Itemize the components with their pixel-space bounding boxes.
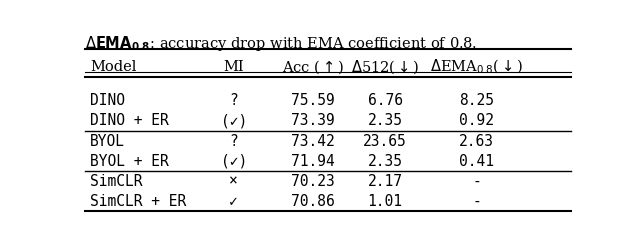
Text: DINO: DINO (90, 93, 125, 108)
Text: 6.76: 6.76 (367, 93, 403, 108)
Text: Acc ($\uparrow$): Acc ($\uparrow$) (282, 58, 344, 76)
Text: 2.35: 2.35 (367, 154, 403, 169)
Text: 2.63: 2.63 (460, 134, 494, 149)
Text: ?: ? (229, 134, 238, 149)
Text: BYOL: BYOL (90, 134, 125, 149)
Text: SimCLR + ER: SimCLR + ER (90, 194, 186, 209)
Text: -: - (472, 174, 481, 189)
Text: 2.35: 2.35 (367, 113, 403, 129)
Text: 0.92: 0.92 (460, 113, 494, 129)
Text: 73.39: 73.39 (291, 113, 335, 129)
Text: DINO + ER: DINO + ER (90, 113, 169, 129)
Text: 71.94: 71.94 (291, 154, 335, 169)
Text: (✓): (✓) (221, 154, 247, 169)
Text: 73.42: 73.42 (291, 134, 335, 149)
Text: ×: × (229, 174, 238, 189)
Text: Model: Model (90, 60, 136, 74)
Text: ?: ? (229, 93, 238, 108)
Text: BYOL + ER: BYOL + ER (90, 154, 169, 169)
Text: (✓): (✓) (221, 113, 247, 129)
Text: SimCLR: SimCLR (90, 174, 143, 189)
Text: 8.25: 8.25 (460, 93, 494, 108)
Text: 23.65: 23.65 (363, 134, 407, 149)
Text: 2.17: 2.17 (367, 174, 403, 189)
Text: -: - (472, 194, 481, 209)
Text: 70.23: 70.23 (291, 174, 335, 189)
Text: 1.01: 1.01 (367, 194, 403, 209)
Text: MI: MI (223, 60, 244, 74)
Text: ✓: ✓ (229, 194, 238, 209)
Text: 70.86: 70.86 (291, 194, 335, 209)
Text: 0.41: 0.41 (460, 154, 494, 169)
Text: 75.59: 75.59 (291, 93, 335, 108)
Text: $\Delta$512($\downarrow$): $\Delta$512($\downarrow$) (351, 58, 419, 76)
Text: $\Delta\mathbf{EMA}_{\mathbf{0.8}}$: accuracy drop with EMA coefficient of 0.8.: $\Delta\mathbf{EMA}_{\mathbf{0.8}}$: acc… (85, 34, 477, 53)
Text: $\Delta$EMA$_{0.8}$($\downarrow$): $\Delta$EMA$_{0.8}$($\downarrow$) (430, 58, 524, 76)
